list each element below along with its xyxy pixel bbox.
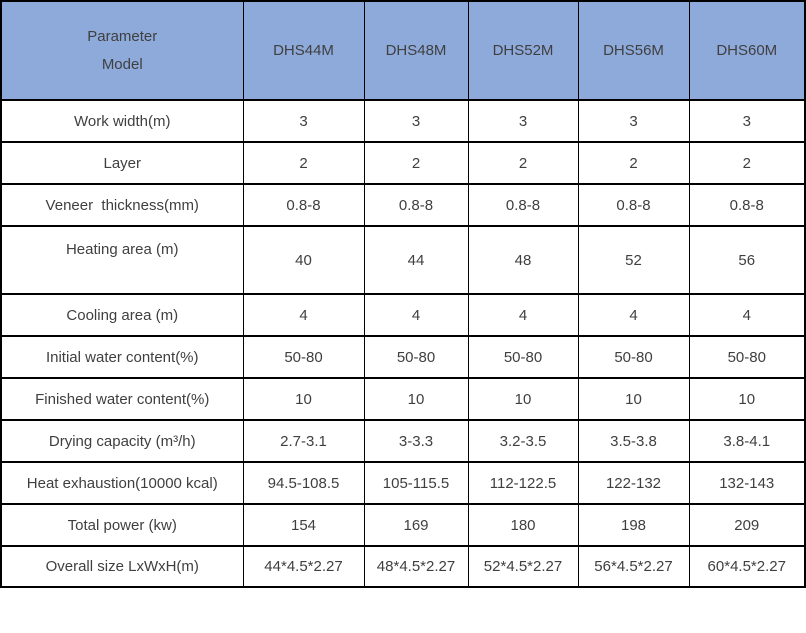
value-cell: 10: [467, 377, 579, 421]
value-cell: 40: [242, 225, 365, 295]
row-label-cell: Overall size LxWxH(m): [0, 545, 244, 588]
table-row: Layer 2 2 2 2 2: [0, 141, 806, 185]
value-cell: 44*4.5*2.27: [242, 545, 365, 588]
table-row: Heating area (m) 40 44 48 52 56: [0, 225, 806, 295]
value-cell: 44: [363, 225, 469, 295]
model-header-cell: DHS56M: [577, 0, 690, 101]
row-label-cell: Veneer thickness(mm): [0, 183, 244, 227]
value-cell: 3.5-3.8: [577, 419, 690, 463]
row-label-cell: Work width(m): [0, 99, 244, 143]
value-cell: 0.8-8: [577, 183, 690, 227]
row-label-cell: Heating area (m): [0, 225, 244, 295]
value-cell: 10: [363, 377, 469, 421]
value-cell: 3: [688, 99, 806, 143]
table-row: Initial water content(%) 50-80 50-80 50-…: [0, 335, 806, 379]
value-cell: 50-80: [688, 335, 806, 379]
value-cell: 50-80: [467, 335, 579, 379]
model-header-cell: DHS60M: [688, 0, 806, 101]
value-cell: 4: [467, 293, 579, 337]
table-row: Drying capacity (m³/h) 2.7-3.1 3-3.3 3.2…: [0, 419, 806, 463]
value-cell: 132-143: [688, 461, 806, 505]
value-cell: 2: [467, 141, 579, 185]
row-label-cell: Cooling area (m): [0, 293, 244, 337]
value-cell: 4: [688, 293, 806, 337]
value-cell: 122-132: [577, 461, 690, 505]
table-row: Finished water content(%) 10 10 10 10 10: [0, 377, 806, 421]
row-label-cell: Layer: [0, 141, 244, 185]
value-cell: 105-115.5: [363, 461, 469, 505]
spec-table: Parameter Model DHS44M DHS48M DHS52M DHS…: [0, 0, 806, 588]
row-label-cell: Total power (kw): [0, 503, 244, 547]
row-label-cell: Drying capacity (m³/h): [0, 419, 244, 463]
value-cell: 48*4.5*2.27: [363, 545, 469, 588]
table-row: Heat exhaustion(10000 kcal) 94.5-108.5 1…: [0, 461, 806, 505]
value-cell: 4: [577, 293, 690, 337]
param-model-header-cell: Parameter Model: [0, 0, 244, 101]
table-row: Overall size LxWxH(m) 44*4.5*2.27 48*4.5…: [0, 545, 806, 588]
value-cell: 48: [467, 225, 579, 295]
value-cell: 3: [242, 99, 365, 143]
table-row: Veneer thickness(mm) 0.8-8 0.8-8 0.8-8 0…: [0, 183, 806, 227]
value-cell: 154: [242, 503, 365, 547]
value-cell: 4: [363, 293, 469, 337]
value-cell: 0.8-8: [242, 183, 365, 227]
model-header-cell: DHS44M: [242, 0, 365, 101]
table-header-row: Parameter Model DHS44M DHS48M DHS52M DHS…: [0, 0, 806, 101]
value-cell: 198: [577, 503, 690, 547]
value-cell: 169: [363, 503, 469, 547]
value-cell: 2: [688, 141, 806, 185]
value-cell: 209: [688, 503, 806, 547]
header-corner-line2: Model: [101, 55, 143, 73]
value-cell: 0.8-8: [363, 183, 469, 227]
row-label-cell: Initial water content(%): [0, 335, 244, 379]
value-cell: 52*4.5*2.27: [467, 545, 579, 588]
value-cell: 3: [363, 99, 469, 143]
value-cell: 3-3.3: [363, 419, 469, 463]
value-cell: 60*4.5*2.27: [688, 545, 806, 588]
value-cell: 3: [577, 99, 690, 143]
value-cell: 3: [467, 99, 579, 143]
value-cell: 10: [242, 377, 365, 421]
value-cell: 2.7-3.1: [242, 419, 365, 463]
value-cell: 0.8-8: [467, 183, 579, 227]
value-cell: 112-122.5: [467, 461, 579, 505]
value-cell: 56: [688, 225, 806, 295]
header-corner-line1: Parameter: [87, 27, 158, 45]
value-cell: 2: [363, 141, 469, 185]
model-header-cell: DHS48M: [363, 0, 469, 101]
table-row: Work width(m) 3 3 3 3 3: [0, 99, 806, 143]
row-label-cell: Heat exhaustion(10000 kcal): [0, 461, 244, 505]
value-cell: 10: [577, 377, 690, 421]
value-cell: 3.8-4.1: [688, 419, 806, 463]
value-cell: 50-80: [363, 335, 469, 379]
model-header-cell: DHS52M: [467, 0, 579, 101]
value-cell: 52: [577, 225, 690, 295]
value-cell: 50-80: [242, 335, 365, 379]
value-cell: 10: [688, 377, 806, 421]
value-cell: 3.2-3.5: [467, 419, 579, 463]
value-cell: 50-80: [577, 335, 690, 379]
table-row: Cooling area (m) 4 4 4 4 4: [0, 293, 806, 337]
table-row: Total power (kw) 154 169 180 198 209: [0, 503, 806, 547]
value-cell: 56*4.5*2.27: [577, 545, 690, 588]
value-cell: 180: [467, 503, 579, 547]
value-cell: 2: [242, 141, 365, 185]
value-cell: 4: [242, 293, 365, 337]
row-label-cell: Finished water content(%): [0, 377, 244, 421]
value-cell: 94.5-108.5: [242, 461, 365, 505]
value-cell: 2: [577, 141, 690, 185]
value-cell: 0.8-8: [688, 183, 806, 227]
